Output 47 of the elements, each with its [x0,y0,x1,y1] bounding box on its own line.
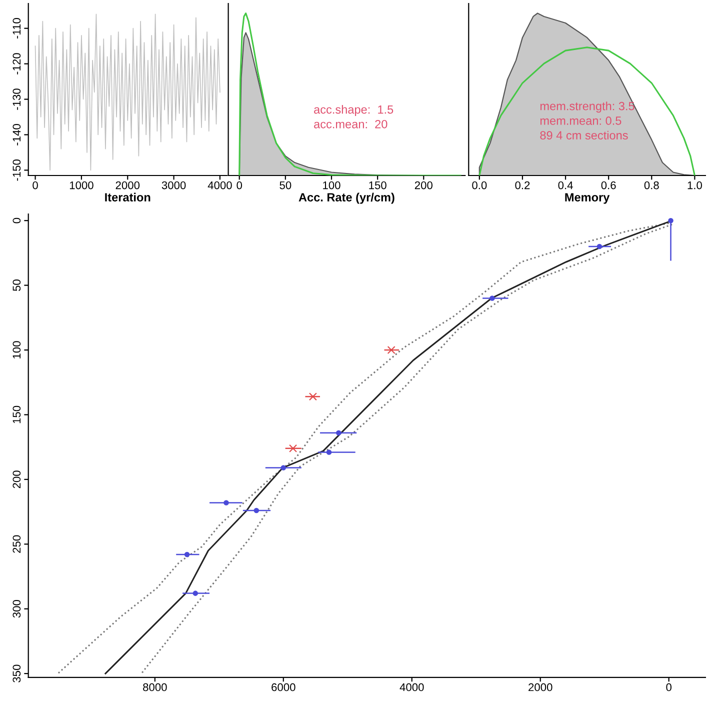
annotation: acc.mean: 20 [314,120,388,128]
x-tick-label: 3000 [162,181,186,190]
y-tick-label: -130 [12,88,21,110]
point [192,590,198,596]
annotation: acc.shape: 1.5 [314,105,394,116]
x-tick-label: 0 [236,181,242,190]
y-tick-label: 300 [12,600,21,618]
x-axis-title: Acc. Rate (yr/cm) [298,192,394,204]
y-tick-label: 50 [12,280,21,292]
x-tick-label: 0.0 [472,181,487,190]
point [289,444,298,452]
x-tick-label: 50 [280,181,292,190]
x-tick-label: 8000 [143,683,167,692]
x-tick-label: 2000 [528,683,552,692]
x-tick-label: 6000 [272,683,296,692]
x-axis-title: Memory [565,193,610,204]
y-tick-label: 0 [12,218,21,224]
x-tick-label: 0.6 [601,181,616,190]
point [308,392,317,401]
y-tick-label: -150 [12,159,21,181]
x-tick-label: 2000 [116,181,140,190]
annotation: mem.mean: 0.5 [540,116,622,125]
x-tick-label: 0.8 [644,181,659,190]
x-tick-label: 100 [323,181,340,190]
x-tick-label: 4000 [208,181,232,190]
y-tick-label: 350 [12,664,21,682]
x-tick-label: 0 [666,683,672,692]
point [387,346,396,354]
y-tick-label: -140 [12,124,21,146]
x-tick-label: 1000 [70,181,94,190]
annotation: mem.strength: 3.5 [540,102,634,113]
y-tick-label: 250 [12,535,21,553]
y-tick-label: 100 [12,341,21,358]
x-tick-label: 200 [414,181,432,190]
x-tick-label: 150 [369,181,386,190]
y-tick-label: 200 [12,470,21,488]
y-tick-label: 150 [12,406,21,424]
annotation: 89 4 cm sections [540,130,628,140]
y-tick-label: -120 [12,53,21,74]
line-series [34,14,220,171]
y-tick-label: -110 [12,18,21,39]
x-tick-label: 0 [32,181,38,190]
x-tick-label: 1.0 [688,181,702,190]
x-tick-label: 4000 [400,683,424,692]
x-axis-title: Iteration [105,192,150,202]
x-tick-label: 0.2 [515,181,530,190]
x-tick-label: 0.4 [558,181,573,190]
